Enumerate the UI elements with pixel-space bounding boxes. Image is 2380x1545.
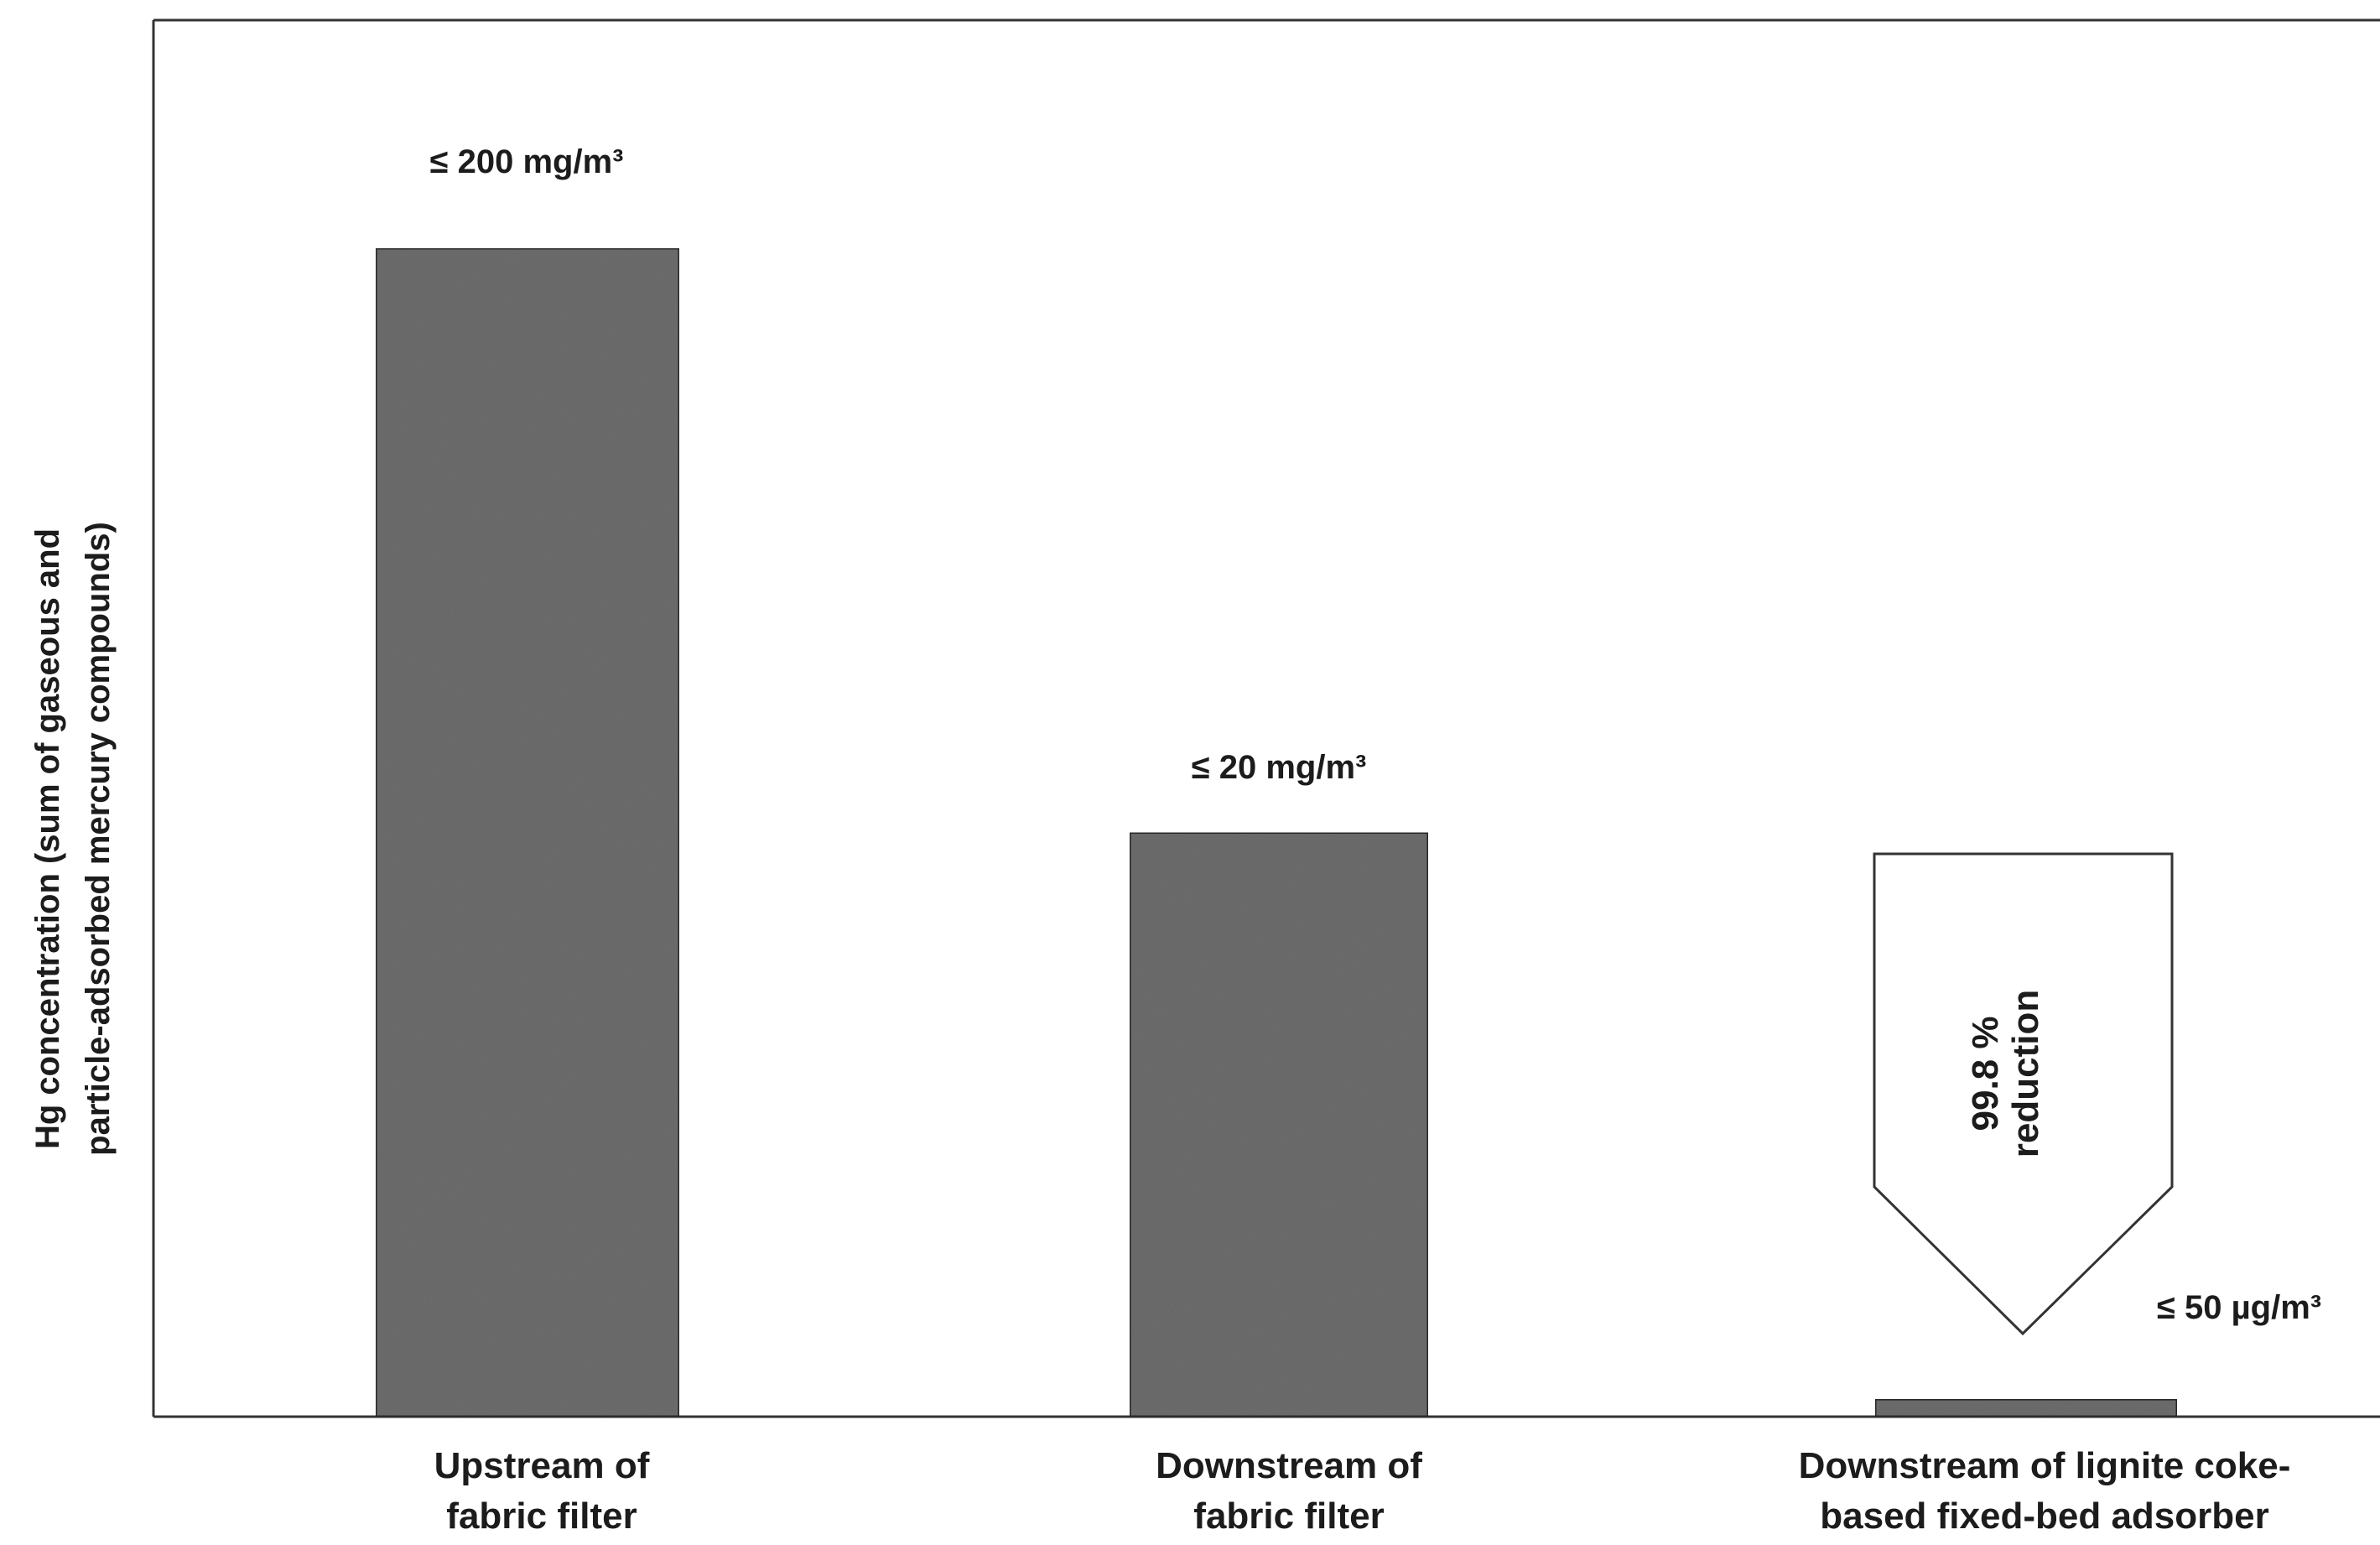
reduction-arrow: [1873, 852, 2174, 1336]
reduction-annotation-line-2: reduction: [2005, 990, 2046, 1157]
bars-group: [374, 247, 2179, 1418]
bar-downstream-adsorber: [1873, 1397, 2179, 1418]
data-label-downstream-fabric: ≤ 20 mg/m³: [1192, 749, 1367, 786]
bar-upstream-fabric-filter: [374, 247, 681, 1418]
category-label-upstream-line-2: fabric filter: [446, 1496, 637, 1537]
bar-downstream-fabric-filter: [1128, 831, 1430, 1418]
y-axis-title-line-1: Hg concentration (sum of gaseous and: [29, 528, 66, 1149]
data-label-upstream: ≤ 200 mg/m³: [430, 143, 624, 180]
category-label-adsorber-line-2: based fixed-bed adsorber: [1820, 1496, 2268, 1537]
category-label-downstream-fabric-line-1: Downstream of: [1156, 1445, 1422, 1486]
data-label-adsorber: ≤ 50 µg/m³: [2157, 1289, 2321, 1326]
y-axis-title-line-2: particle-adsorbed mercury compounds): [80, 522, 117, 1156]
reduction-annotation-line-1: 99.8 %: [1965, 1017, 2006, 1131]
category-label-upstream-line-1: Upstream of: [434, 1445, 650, 1486]
category-label-adsorber-line-1: Downstream of lignite coke-: [1799, 1445, 2291, 1486]
category-label-downstream-fabric-line-2: fabric filter: [1193, 1496, 1384, 1537]
